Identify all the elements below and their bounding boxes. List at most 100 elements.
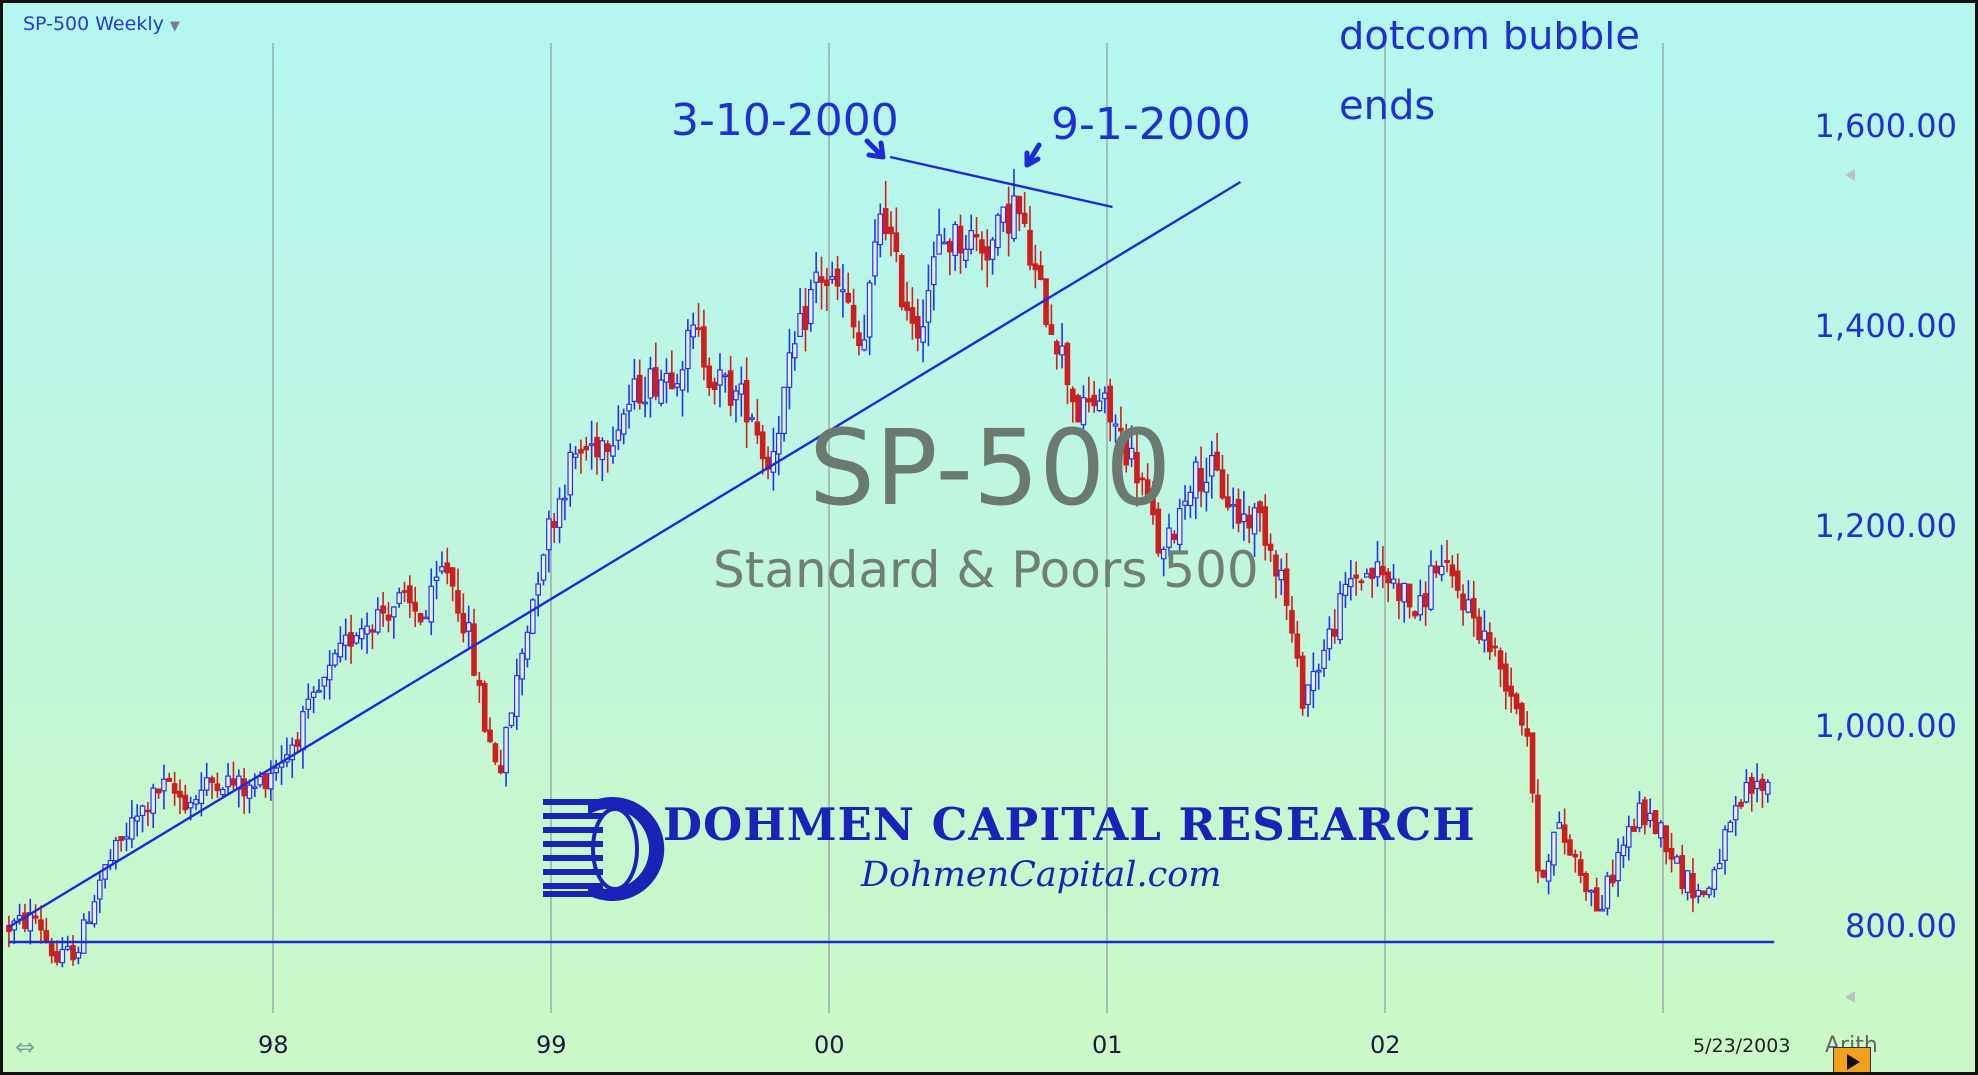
candle-body	[38, 919, 44, 931]
candle-body	[1556, 821, 1563, 829]
candle-body	[358, 628, 365, 640]
candle-body	[1166, 527, 1172, 548]
candle-body	[1577, 859, 1584, 876]
candle-body	[770, 450, 777, 473]
candle-body	[952, 223, 958, 257]
candle-body	[1342, 583, 1349, 596]
candle-body	[246, 784, 253, 799]
brand-name: DOHMEN CAPITAL RESEARCH	[663, 798, 1476, 851]
candle-body	[1059, 345, 1065, 356]
candle-body	[1080, 397, 1087, 426]
candle-body	[920, 326, 926, 343]
candle-body	[155, 788, 162, 794]
candle-body	[1112, 423, 1119, 427]
candle-body	[1636, 802, 1643, 829]
candle-body	[268, 772, 274, 790]
candle-body	[1508, 685, 1514, 697]
candle-body	[1299, 655, 1306, 709]
arrow-peak1-icon	[864, 138, 886, 160]
candle-body	[1171, 533, 1178, 540]
candle-body	[1358, 580, 1365, 584]
candle-body	[882, 208, 889, 234]
candle-body	[1390, 578, 1397, 584]
scroll-arrows-icon[interactable]: ⇔	[15, 1033, 36, 1061]
candle-body	[572, 453, 579, 458]
watermark-title: SP-500	[809, 407, 1172, 529]
candle-body	[695, 327, 702, 331]
candle-body	[1524, 728, 1531, 737]
candle-body	[348, 632, 354, 647]
x-tick-label: 00	[814, 1031, 845, 1059]
y-tick-label: 1,000.00	[1814, 707, 1958, 745]
candle-body	[64, 945, 71, 950]
candle-body	[321, 676, 328, 687]
candle-body	[193, 798, 199, 805]
candle-body	[369, 629, 376, 633]
candle-body	[262, 773, 269, 790]
candle-body	[599, 440, 606, 461]
candle-body	[1711, 869, 1718, 890]
x-tick-label: 01	[1092, 1031, 1123, 1059]
candle-body	[759, 431, 766, 460]
candle-body	[1631, 826, 1637, 832]
candle-body	[91, 901, 98, 925]
candle-body	[476, 679, 483, 686]
candle-body	[808, 288, 814, 325]
candle-body	[845, 292, 852, 303]
candle-body	[1642, 799, 1648, 826]
candle-body	[1374, 561, 1381, 578]
candle-body	[1593, 887, 1600, 912]
chart-tab[interactable]: SP-500 Weekly ▼	[23, 13, 180, 35]
candle-body	[733, 390, 739, 401]
play-button-icon[interactable]	[1833, 1047, 1871, 1072]
candle-body	[129, 817, 135, 840]
candle-body	[1738, 801, 1744, 807]
candle-body	[1027, 229, 1033, 266]
candle-body	[1519, 702, 1525, 726]
candle-body	[59, 948, 66, 964]
candle-body	[1663, 825, 1670, 853]
candle-body	[791, 343, 798, 359]
candle-body	[337, 642, 344, 658]
candle-body	[1422, 593, 1429, 608]
candle-body	[1369, 567, 1375, 580]
candle-body	[583, 445, 590, 451]
candle-body	[209, 777, 215, 783]
candle-body	[305, 698, 312, 710]
candle-body	[75, 951, 82, 959]
candle-body	[1465, 599, 1472, 613]
candle-body	[610, 445, 616, 457]
candle-body	[706, 365, 713, 389]
candle-body	[963, 248, 969, 261]
candle-body	[556, 498, 563, 529]
candle-body	[626, 403, 632, 412]
candle-body	[1048, 324, 1055, 336]
candle-body	[1011, 195, 1017, 240]
candle-body	[1545, 860, 1552, 882]
candle-body	[578, 449, 584, 454]
x-tick-label: 98	[258, 1031, 289, 1059]
candle-body	[401, 590, 408, 593]
candle-body	[150, 787, 157, 814]
candle-body	[1567, 839, 1573, 856]
candle-body	[1107, 385, 1114, 423]
candle-body	[888, 226, 894, 235]
candle-body	[1433, 565, 1440, 574]
candle-body	[1251, 507, 1258, 535]
candle-body	[738, 383, 745, 395]
candle-body	[1652, 810, 1659, 835]
candle-body	[636, 374, 643, 404]
dropdown-caret-icon[interactable]: ▼	[169, 19, 180, 34]
candle-body	[380, 605, 386, 614]
candle-body	[1529, 732, 1536, 794]
candle-body	[1310, 670, 1317, 692]
candle-body	[834, 268, 841, 287]
candle-body	[1198, 468, 1204, 492]
candle-body	[829, 275, 836, 280]
candle-body	[1620, 844, 1627, 857]
candle-body	[973, 233, 980, 238]
y-tick-label: 1,400.00	[1814, 307, 1958, 345]
candle-body	[1754, 780, 1760, 790]
candle-body	[941, 241, 948, 245]
y-tick-label: 1,200.00	[1814, 507, 1958, 545]
